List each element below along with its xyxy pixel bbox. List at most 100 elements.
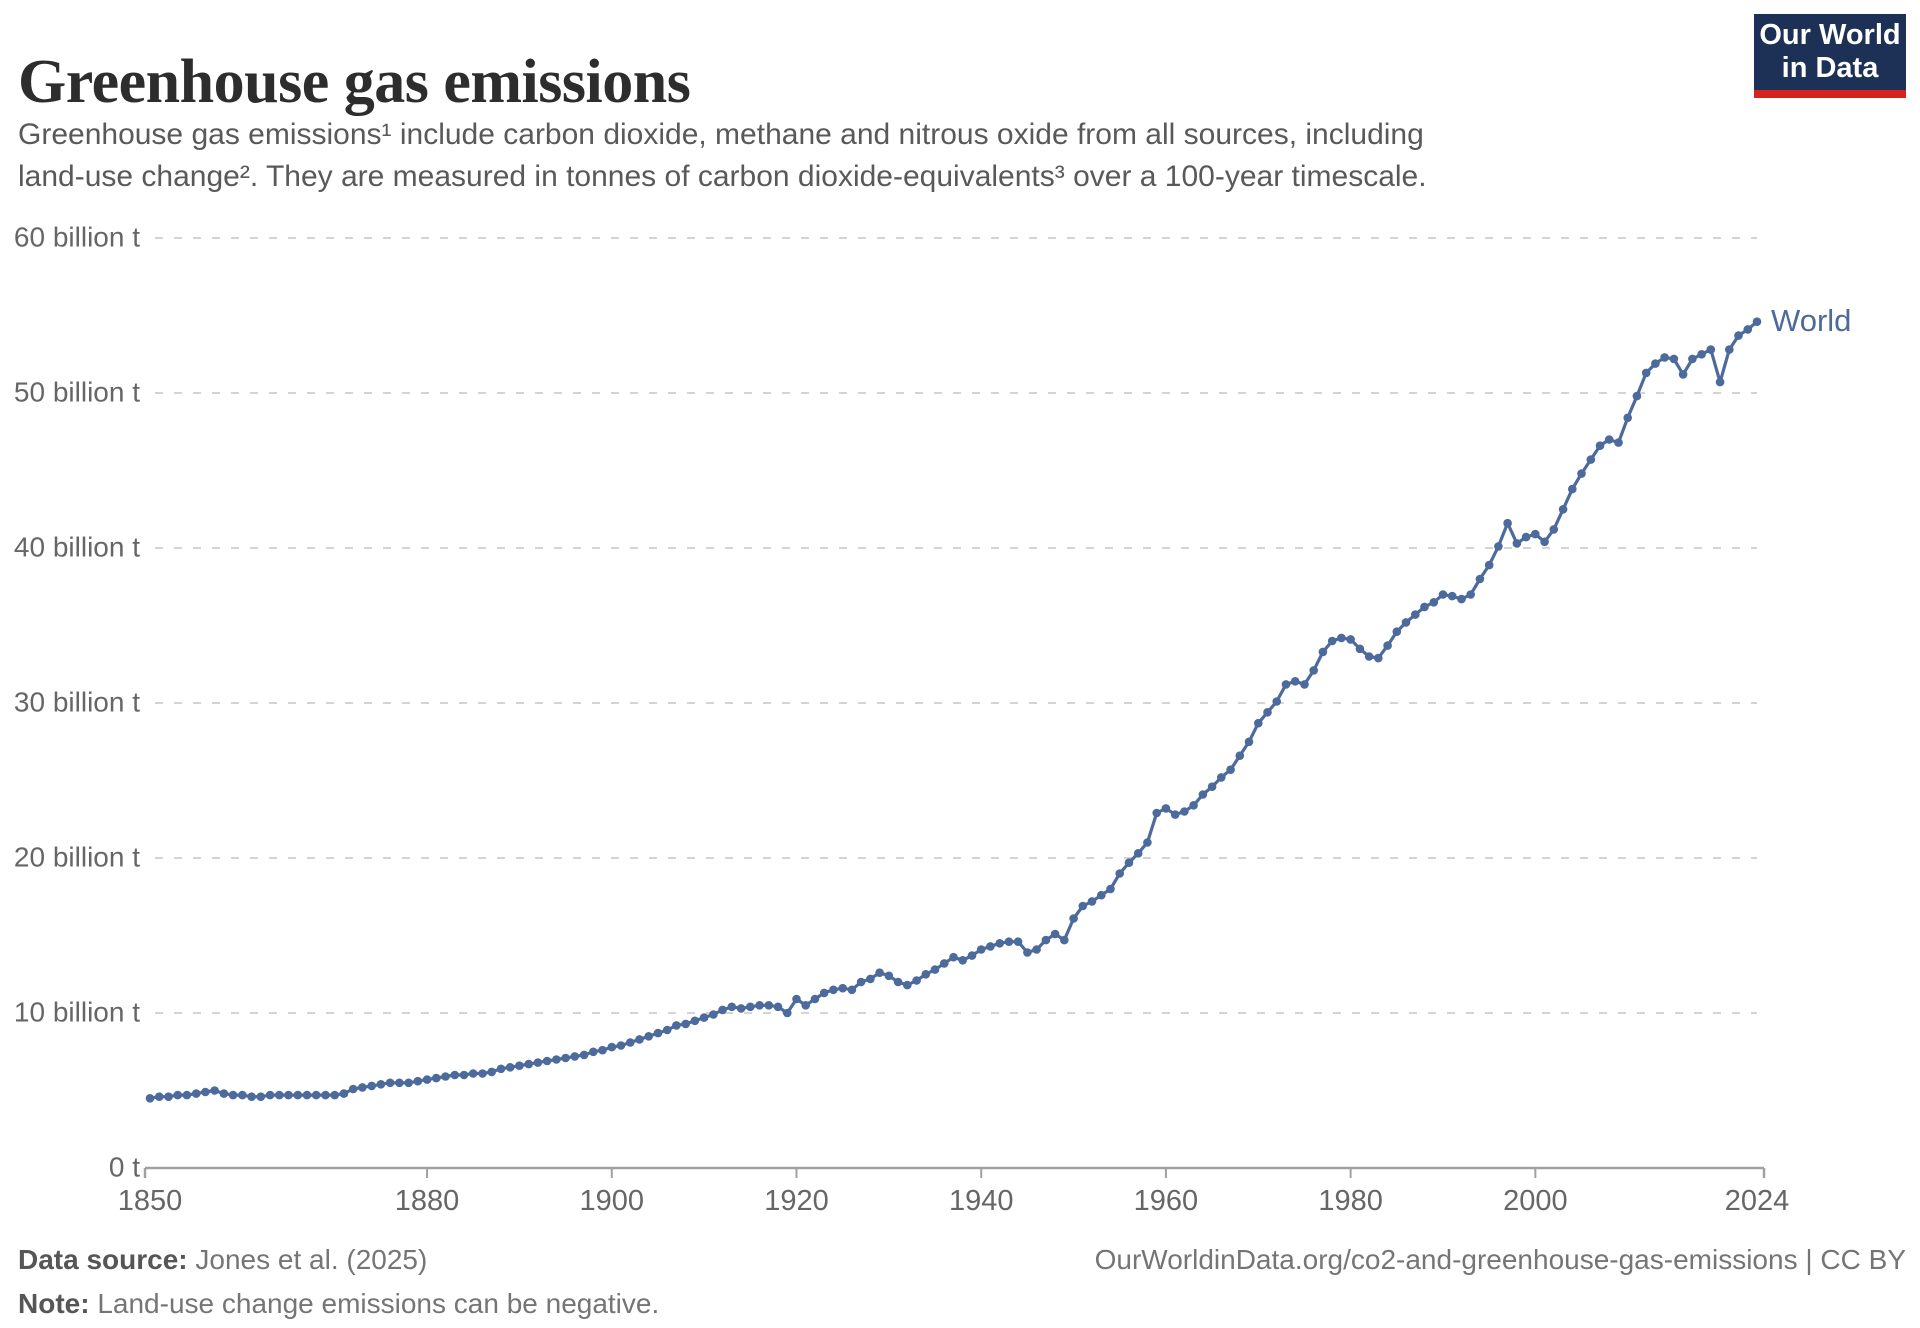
data-point: [1697, 350, 1706, 359]
x-tick-label: 1900: [580, 1185, 645, 1217]
data-point: [1595, 441, 1605, 451]
data-point: [1004, 937, 1014, 946]
y-tick-label: 0 t: [109, 1151, 140, 1182]
data-point: [856, 977, 866, 987]
data-point: [330, 1090, 340, 1100]
data-point: [1531, 529, 1540, 539]
data-point: [1013, 937, 1023, 946]
emissions-line-chart: 0 t 10 billion t 20 billion t 30 billion t 4…: [14, 221, 1852, 1217]
data-point: [1521, 532, 1531, 542]
data-point: [976, 945, 986, 954]
data-point: [1632, 391, 1642, 401]
owid-logo[interactable]: Our World in Data: [1754, 14, 1906, 98]
y-tick-label: 10 billion t: [14, 996, 140, 1027]
data-point: [570, 1052, 580, 1061]
gridlines: [155, 237, 1757, 1014]
data-point: [228, 1090, 238, 1100]
data-point: [589, 1047, 598, 1057]
data-point: [1374, 653, 1383, 663]
data-points-world: [145, 317, 1762, 1103]
data-point: [1438, 590, 1448, 599]
data-point: [1623, 413, 1632, 423]
data-point: [1540, 537, 1549, 547]
data-point: [1254, 718, 1263, 728]
data-point: [1364, 652, 1374, 661]
data-point: [1604, 435, 1614, 444]
data-point: [1115, 869, 1124, 878]
data-point: [967, 951, 977, 960]
data-point: [422, 1075, 432, 1084]
data-point: [1752, 317, 1762, 326]
data-source-value: Jones et al. (2025): [195, 1244, 428, 1275]
data-point: [681, 1019, 690, 1029]
chart-subtitle: Greenhouse gas emissions¹ include carbon…: [18, 118, 1427, 193]
data-point: [1586, 455, 1596, 464]
data-point: [1447, 591, 1457, 601]
note-value: Land-use change emissions can be negativ…: [97, 1288, 660, 1319]
data-point: [1706, 345, 1716, 354]
x-tick-label: 1850: [118, 1185, 183, 1217]
x-tick-label: 2024: [1725, 1185, 1790, 1217]
data-point: [164, 1092, 173, 1101]
data-point: [1466, 590, 1475, 599]
data-point: [404, 1078, 413, 1088]
data-point: [201, 1087, 210, 1097]
data-point: [459, 1070, 469, 1080]
series-label-world: World: [1771, 303, 1851, 338]
data-point: [1226, 765, 1235, 774]
data-point: [949, 952, 958, 962]
note-line: Note: Land-use change emissions can be n…: [18, 1288, 659, 1320]
owid-logo-line1: Our World: [1759, 19, 1901, 51]
data-point: [1152, 808, 1161, 818]
data-point: [1041, 935, 1051, 945]
footer-divider: |: [1805, 1244, 1813, 1275]
data-point: [1097, 890, 1106, 900]
data-point: [247, 1092, 256, 1101]
data-point: [432, 1073, 441, 1083]
data-point: [219, 1089, 229, 1098]
data-point: [1411, 610, 1420, 619]
data-point: [1688, 354, 1697, 364]
data-point: [1032, 945, 1041, 954]
data-point: [478, 1069, 487, 1078]
data-point: [1143, 838, 1152, 847]
data-point: [1078, 901, 1088, 911]
data-point: [367, 1081, 377, 1091]
data-point: [579, 1050, 589, 1060]
data-point: [1503, 518, 1512, 528]
data-point: [1651, 359, 1660, 368]
data-point: [385, 1078, 395, 1088]
data-point: [1198, 790, 1208, 799]
data-point: [1281, 680, 1291, 689]
x-tick-label: 2000: [1503, 1185, 1568, 1217]
y-tick-label: 20 billion t: [14, 841, 140, 872]
data-point: [1669, 354, 1679, 364]
data-point: [1743, 325, 1753, 334]
data-source-line: Data source: Jones et al. (2025): [18, 1244, 427, 1276]
data-point: [1023, 948, 1032, 957]
data-point: [921, 970, 931, 979]
data-point: [1309, 666, 1318, 675]
data-point: [154, 1092, 164, 1101]
data-point: [413, 1076, 423, 1086]
data-point: [1263, 708, 1272, 717]
data-point: [736, 1004, 746, 1013]
data-point: [275, 1090, 284, 1100]
data-point: [893, 977, 903, 987]
data-point: [552, 1055, 561, 1064]
data-point: [1401, 618, 1411, 627]
data-point: [468, 1069, 478, 1078]
data-point: [1568, 484, 1577, 494]
data-point: [1087, 897, 1097, 906]
data-point: [173, 1090, 182, 1100]
data-point: [1392, 627, 1402, 636]
note-label: Note:: [18, 1288, 90, 1319]
footer-url[interactable]: OurWorldinData.org/co2-and-greenhouse-ga…: [1094, 1244, 1798, 1275]
data-point: [875, 968, 884, 977]
data-point: [515, 1061, 524, 1070]
data-point: [764, 1001, 774, 1010]
data-point: [348, 1084, 358, 1094]
data-point: [1217, 773, 1226, 782]
data-point: [1725, 345, 1734, 354]
